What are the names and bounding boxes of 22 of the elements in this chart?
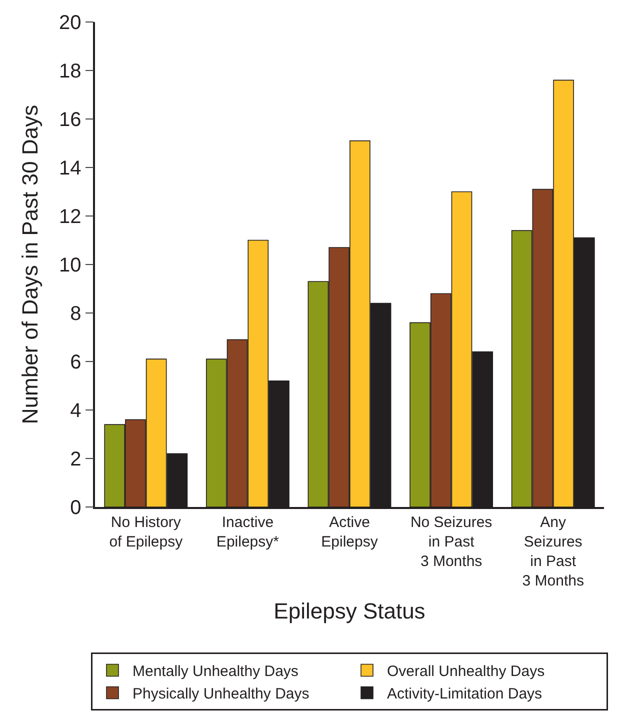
y-tick-label: 10 xyxy=(59,254,82,276)
x-tick-label: Inactive Epilepsy* xyxy=(216,514,280,550)
legend-label: Mentally Unhealthy Days xyxy=(132,663,298,680)
y-tick-label: 8 xyxy=(70,303,82,325)
legend-label: Overall Unhealthy Days xyxy=(387,663,545,680)
y-tick-label: 18 xyxy=(59,60,82,82)
y-tick-label: 16 xyxy=(59,109,82,131)
x-tick-label: Active Epilepsy xyxy=(321,514,378,550)
y-tick-label: 20 xyxy=(59,12,82,34)
y-axis-title: Number of Days in Past 30 Days xyxy=(17,104,42,424)
y-tick-label: 6 xyxy=(70,352,82,374)
legend-label: Activity-Limitation Days xyxy=(387,686,542,703)
y-tick-label: 4 xyxy=(70,400,82,422)
legend-label: Physically Unhealthy Days xyxy=(132,686,310,703)
y-tick-label: 0 xyxy=(70,497,82,519)
y-tick-label: 12 xyxy=(59,206,82,228)
y-tick-label: 2 xyxy=(70,448,82,470)
x-axis-title: Epilepsy Status xyxy=(274,598,426,624)
x-tick-label: Any Seizures in Past 3 Months xyxy=(522,514,584,590)
x-tick-label: No History of Epilepsy xyxy=(109,514,184,550)
x-tick-label: No Seizures in Past 3 Months xyxy=(410,514,492,570)
y-tick-label: 14 xyxy=(59,158,82,180)
